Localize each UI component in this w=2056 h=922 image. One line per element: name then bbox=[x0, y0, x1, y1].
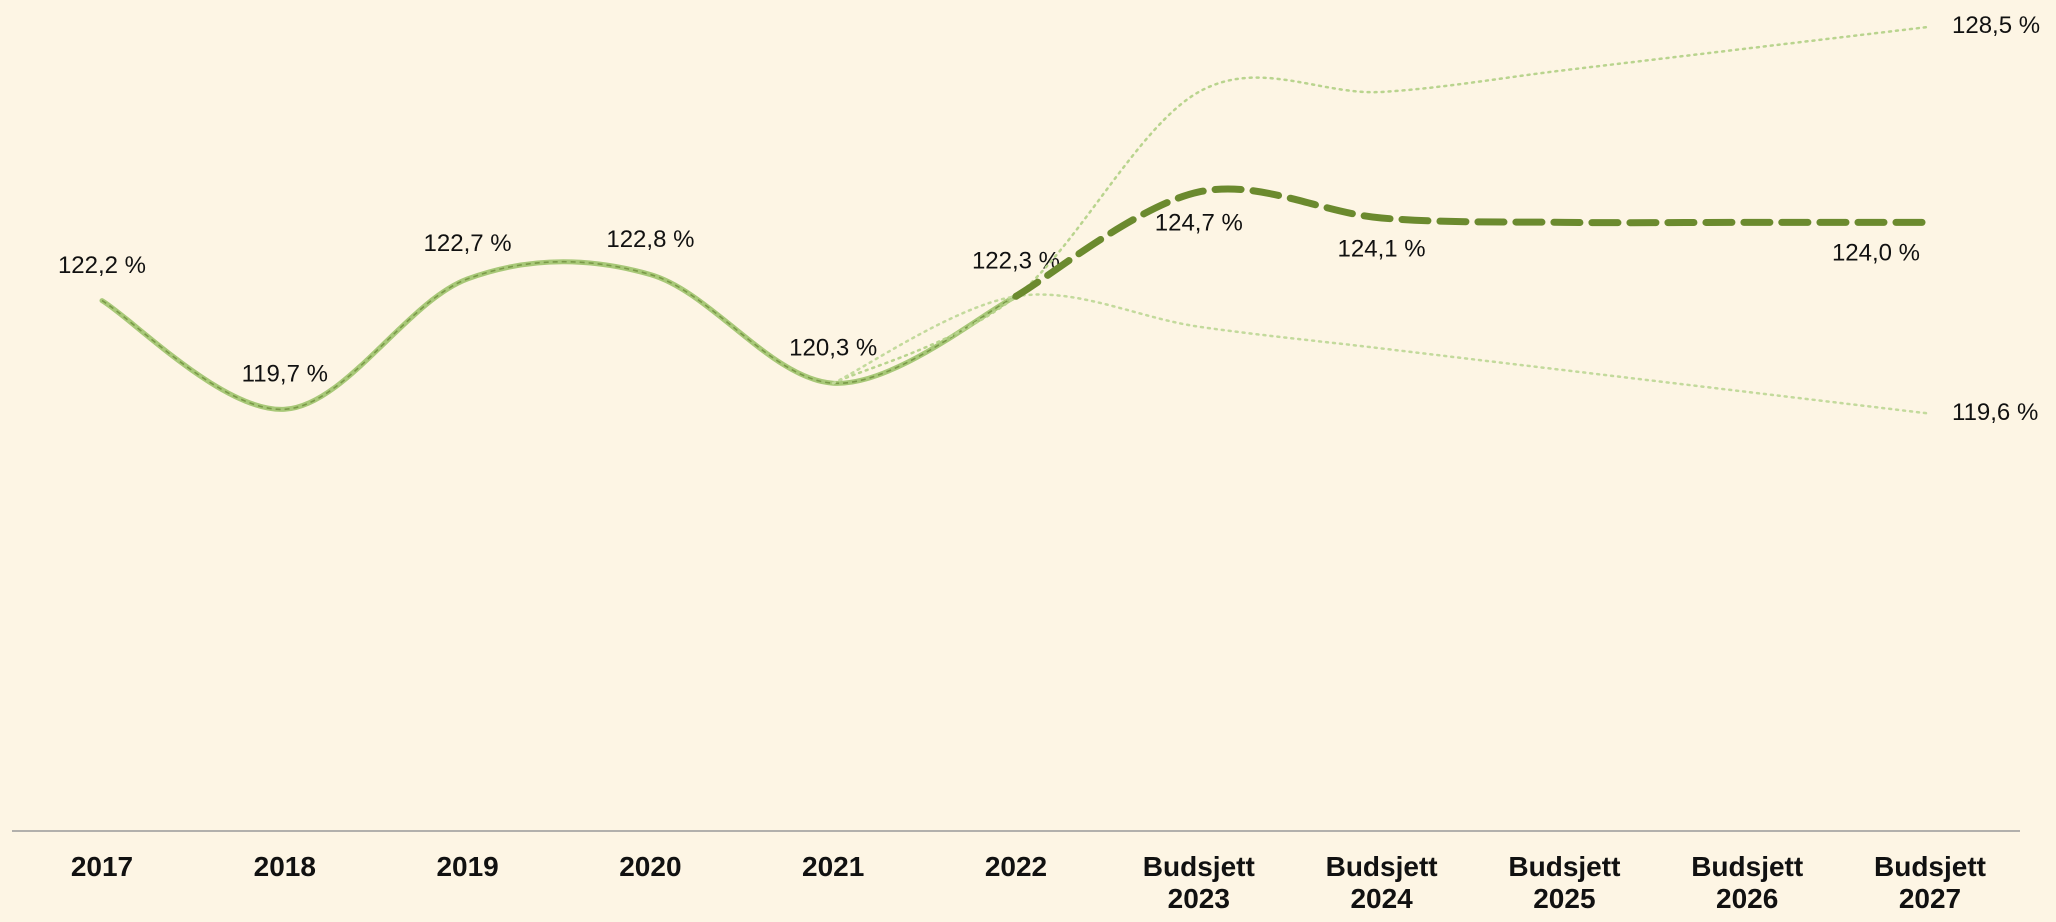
data-label: 124,1 % bbox=[1338, 235, 1426, 262]
x-tick-label: 2020 bbox=[619, 851, 682, 882]
x-tick-label: 2017 bbox=[70, 851, 134, 882]
data-label: 128,5 % bbox=[1952, 12, 2040, 39]
data-label: 120,3 % bbox=[789, 335, 877, 362]
data-label: 119,7 % bbox=[242, 361, 328, 388]
x-tick-label: 2022 bbox=[984, 851, 1048, 882]
x-tick-label: Budsjett 2023 bbox=[1142, 851, 1255, 914]
data-label: 122,8 % bbox=[606, 226, 694, 253]
x-tick-label: Budsjett 2024 bbox=[1325, 851, 1438, 914]
series-line bbox=[99, 259, 1019, 412]
x-tick-label: Budsjett 2025 bbox=[1508, 851, 1621, 914]
data-label: 119,6 % bbox=[1952, 399, 2038, 426]
series-line bbox=[831, 25, 1932, 385]
x-tick-label: Budsjett 2027 bbox=[1874, 851, 1986, 914]
x-tick-label: 2018 bbox=[253, 851, 316, 882]
x-tick-label: 2021 bbox=[802, 851, 865, 882]
data-label: 124,0 % bbox=[1832, 240, 1920, 267]
x-tick-label: Budsjett 2026 bbox=[1691, 851, 1804, 914]
data-label: 122,7 % bbox=[424, 230, 512, 257]
data-label: 124,7 % bbox=[1155, 209, 1243, 236]
series-line-overlay bbox=[101, 260, 1017, 411]
data-label: 122,2 % bbox=[58, 252, 146, 279]
series-line bbox=[831, 293, 1932, 415]
series-line bbox=[1012, 185, 1934, 300]
data-label: 122,3 % bbox=[972, 248, 1060, 275]
x-tick-label: 2019 bbox=[436, 851, 499, 882]
